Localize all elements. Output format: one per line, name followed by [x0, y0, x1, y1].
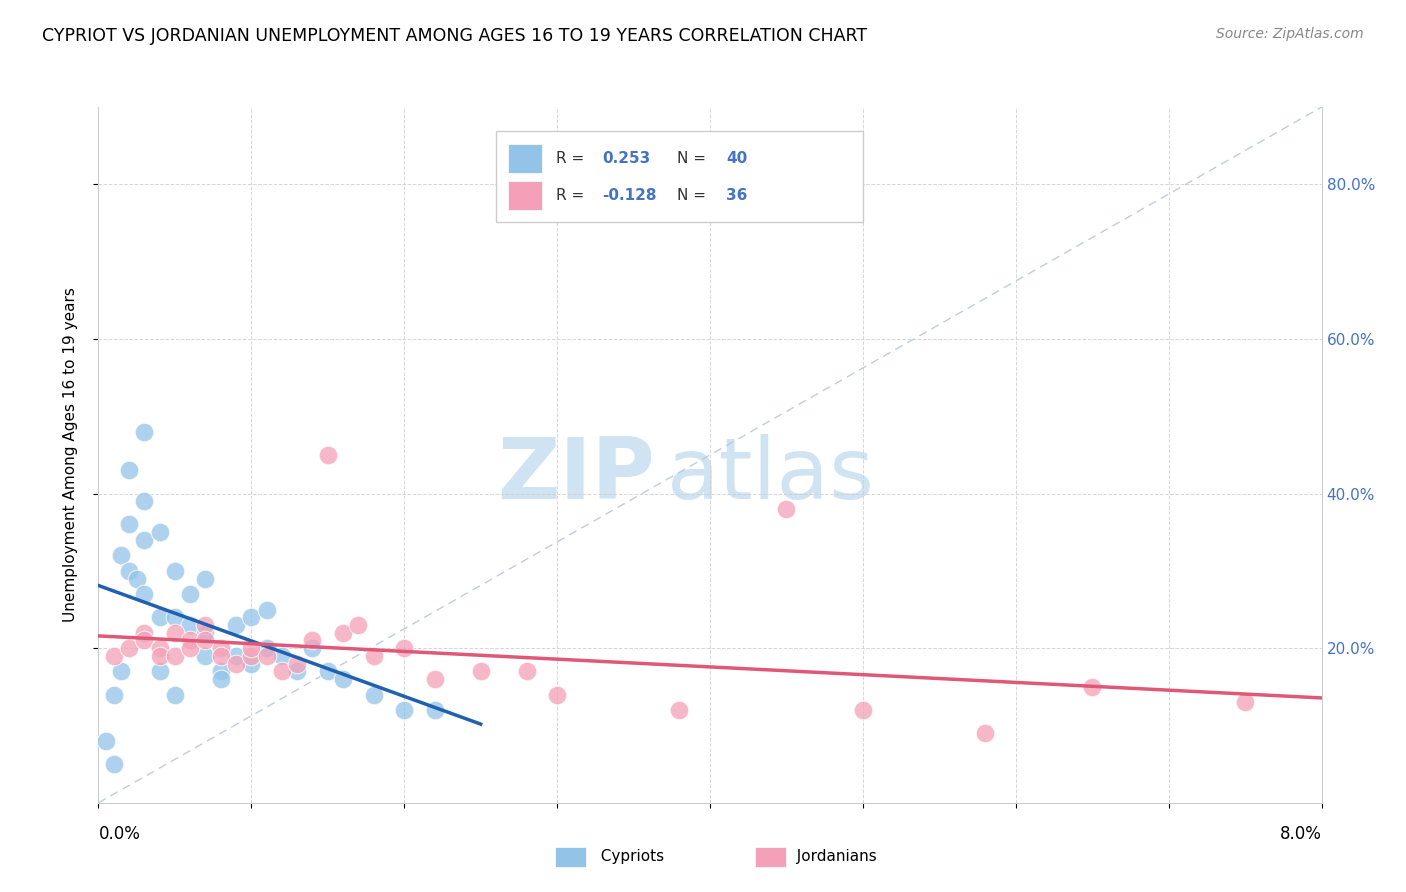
Point [209, 648, 232, 663]
Point [285, 665, 308, 679]
Point [225, 618, 247, 632]
Y-axis label: Unemployment Among Ages 16 to 19 years: Unemployment Among Ages 16 to 19 years [63, 287, 77, 623]
Text: Cypriots: Cypriots [591, 849, 664, 863]
Point [332, 625, 354, 640]
Text: ZIP: ZIP [498, 434, 655, 517]
Text: 36: 36 [725, 188, 748, 202]
Text: Jordanians: Jordanians [787, 849, 877, 863]
Point [134, 625, 156, 640]
Point [149, 641, 172, 656]
Text: Source: ZipAtlas.com: Source: ZipAtlas.com [1216, 27, 1364, 41]
Point [256, 641, 278, 656]
Point [110, 549, 132, 563]
Point [423, 703, 446, 717]
Point [94, 734, 117, 748]
Point [118, 517, 141, 532]
Text: 0.253: 0.253 [602, 151, 651, 166]
Point [347, 618, 370, 632]
Point [668, 703, 690, 717]
Point [316, 448, 339, 462]
Point [179, 641, 201, 656]
Point [194, 618, 217, 632]
Point [134, 494, 156, 508]
Point [775, 502, 797, 516]
Point [163, 610, 186, 624]
Point [163, 625, 186, 640]
Point [209, 665, 232, 679]
Point [163, 564, 186, 578]
Point [423, 672, 446, 686]
FancyBboxPatch shape [755, 847, 786, 867]
Point [1234, 695, 1257, 709]
Text: CYPRIOT VS JORDANIAN UNEMPLOYMENT AMONG AGES 16 TO 19 YEARS CORRELATION CHART: CYPRIOT VS JORDANIAN UNEMPLOYMENT AMONG … [42, 27, 868, 45]
Point [240, 657, 263, 671]
Point [163, 688, 186, 702]
Point [392, 703, 416, 717]
Point [125, 572, 148, 586]
Point [392, 641, 416, 656]
Point [149, 525, 172, 540]
Point [118, 564, 141, 578]
Point [179, 587, 201, 601]
FancyBboxPatch shape [508, 181, 543, 210]
Point [285, 657, 308, 671]
Point [240, 648, 263, 663]
Point [852, 703, 875, 717]
Point [363, 648, 385, 663]
Point [194, 633, 217, 648]
Point [256, 648, 278, 663]
Point [103, 757, 125, 772]
Point [134, 633, 156, 648]
Point [110, 665, 132, 679]
Point [149, 610, 172, 624]
Point [103, 648, 125, 663]
Text: 0.0%: 0.0% [98, 825, 141, 843]
Text: N =: N = [678, 151, 711, 166]
Point [256, 602, 278, 616]
FancyBboxPatch shape [555, 847, 586, 867]
Point [301, 641, 323, 656]
Point [270, 665, 294, 679]
Text: R =: R = [555, 188, 589, 202]
Point [194, 648, 217, 663]
Point [118, 641, 141, 656]
Point [179, 618, 201, 632]
Text: R =: R = [555, 151, 589, 166]
Point [240, 610, 263, 624]
Point [149, 648, 172, 663]
Point [470, 665, 492, 679]
Point [134, 533, 156, 547]
Text: 40: 40 [725, 151, 747, 166]
Point [103, 688, 125, 702]
Point [134, 425, 156, 439]
Text: 8.0%: 8.0% [1279, 825, 1322, 843]
Point [179, 633, 201, 648]
Point [240, 641, 263, 656]
Point [316, 665, 339, 679]
Text: atlas: atlas [668, 434, 875, 517]
Text: N =: N = [678, 188, 711, 202]
Point [301, 633, 323, 648]
FancyBboxPatch shape [508, 144, 543, 173]
Point [163, 648, 186, 663]
Point [118, 463, 141, 477]
Point [225, 648, 247, 663]
Point [134, 587, 156, 601]
Point [225, 657, 247, 671]
Point [363, 688, 385, 702]
Point [270, 648, 294, 663]
Point [546, 688, 568, 702]
Point [194, 572, 217, 586]
Point [516, 665, 538, 679]
Point [974, 726, 997, 740]
Point [332, 672, 354, 686]
Point [209, 641, 232, 656]
Point [194, 625, 217, 640]
Point [209, 672, 232, 686]
Point [149, 665, 172, 679]
Text: -0.128: -0.128 [602, 188, 657, 202]
Point [1081, 680, 1104, 694]
FancyBboxPatch shape [496, 131, 863, 222]
